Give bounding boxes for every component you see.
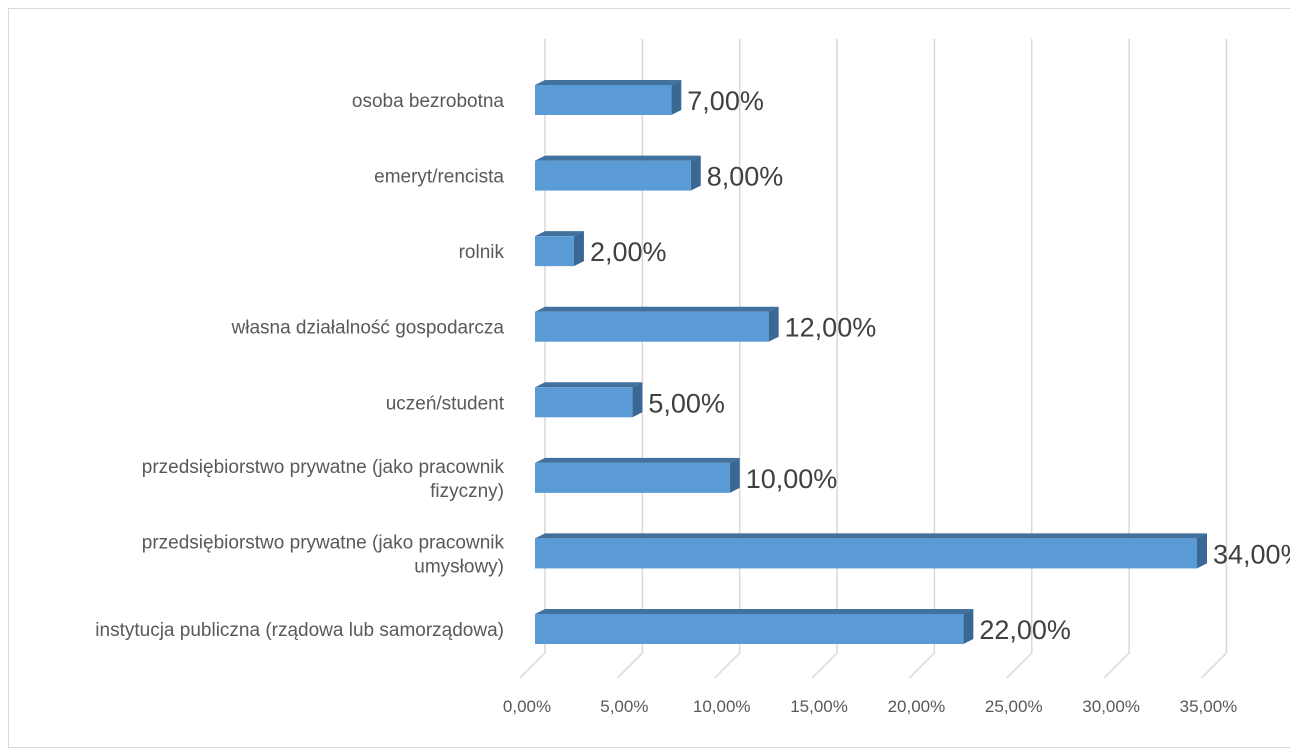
bar-top-face [535, 80, 682, 85]
bar-4 [535, 382, 643, 418]
bar-top-face [535, 231, 584, 237]
x-axis-tick-labels: 0,00% 5,00% 10,00% 15,00% 20,00% 25,00% 30,00%… [503, 697, 1237, 716]
x-tick-label-2: 10,00% [693, 697, 751, 716]
bar-7 [535, 609, 974, 644]
chart-frame: osoba bezrobotna emeryt/rencista rolnik wła… [8, 8, 1290, 748]
data-label-5: 10,00% [746, 464, 838, 494]
category-label-3: własna działalność gospodarcza [231, 318, 505, 339]
gridline-6 [1103, 39, 1130, 679]
x-tick-label-6: 30,00% [1082, 697, 1140, 716]
category-label-6: przedsiębiorstwo prywatne (jako pracowni… [142, 532, 505, 577]
bar-side-face [729, 457, 740, 493]
bar-top-face [535, 155, 701, 161]
gridline-7 [1200, 39, 1228, 679]
bar-side-face [1197, 533, 1207, 569]
category-labels: osoba bezrobotna emeryt/rencista rolnik wła… [95, 91, 504, 641]
bar-6 [535, 533, 1207, 569]
gridlines [519, 39, 1228, 679]
bar-front-face [535, 311, 769, 342]
bar-top-face [535, 306, 779, 312]
bar-top-face [535, 533, 1207, 539]
bar-top-face [535, 457, 740, 463]
data-label-7: 22,00% [979, 615, 1071, 645]
bar-side-face [632, 382, 643, 418]
bar-front-face [535, 538, 1197, 569]
gridline-5 [1006, 39, 1033, 679]
bar-front-face [535, 160, 691, 191]
x-tick-label-0: 0,00% [503, 697, 551, 716]
data-labels: 7,00% 8,00% 2,00% 12,00% 5,00% 10,00% 34,00% 22… [590, 86, 1290, 645]
x-tick-label-1: 5,00% [600, 697, 648, 716]
data-label-2: 2,00% [590, 237, 667, 267]
x-tick-label-7: 35,00% [1180, 697, 1238, 716]
bar-front-face [535, 462, 730, 493]
category-label-1: emeryt/rencista [374, 167, 504, 188]
gridline-1 [616, 39, 644, 679]
bar-chart: osoba bezrobotna emeryt/rencista rolnik wła… [95, 39, 1290, 716]
bar-side-face [573, 231, 584, 267]
bar-side-face [963, 609, 974, 644]
bar-front-face [535, 614, 964, 644]
bar-front-face [535, 387, 633, 418]
data-label-6: 34,00% [1213, 539, 1290, 569]
gridline-2 [714, 39, 741, 679]
bar-top-face [535, 609, 974, 614]
data-label-4: 5,00% [648, 388, 725, 418]
bar-side-face [768, 306, 779, 342]
gridline-3 [811, 39, 838, 679]
data-label-3: 12,00% [785, 313, 877, 343]
gridline-4 [908, 39, 936, 679]
bar-side-face [671, 80, 682, 115]
category-label-4: uczeń/student [386, 393, 505, 414]
bar-2 [535, 231, 584, 267]
bar-5 [535, 457, 740, 493]
data-label-1: 8,00% [707, 162, 784, 192]
bar-front-face [535, 236, 574, 267]
bars [535, 80, 1207, 644]
x-tick-label-5: 25,00% [985, 697, 1043, 716]
bar-1 [535, 155, 701, 191]
bar-top-face [535, 382, 643, 388]
bar-side-face [690, 155, 701, 191]
data-label-0: 7,00% [687, 86, 764, 116]
x-tick-label-3: 15,00% [790, 697, 848, 716]
bar-0 [535, 80, 682, 115]
bar-3 [535, 306, 779, 342]
category-label-7: instytucja publiczna (rządowa lub samorz… [95, 620, 504, 641]
x-tick-label-4: 20,00% [888, 697, 946, 716]
bar-front-face [535, 85, 672, 115]
gridline-0 [519, 39, 546, 679]
category-label-2: rolnik [459, 242, 505, 263]
category-label-5: przedsiębiorstwo prywatne (jako pracowni… [142, 457, 505, 502]
category-label-0: osoba bezrobotna [352, 91, 505, 112]
